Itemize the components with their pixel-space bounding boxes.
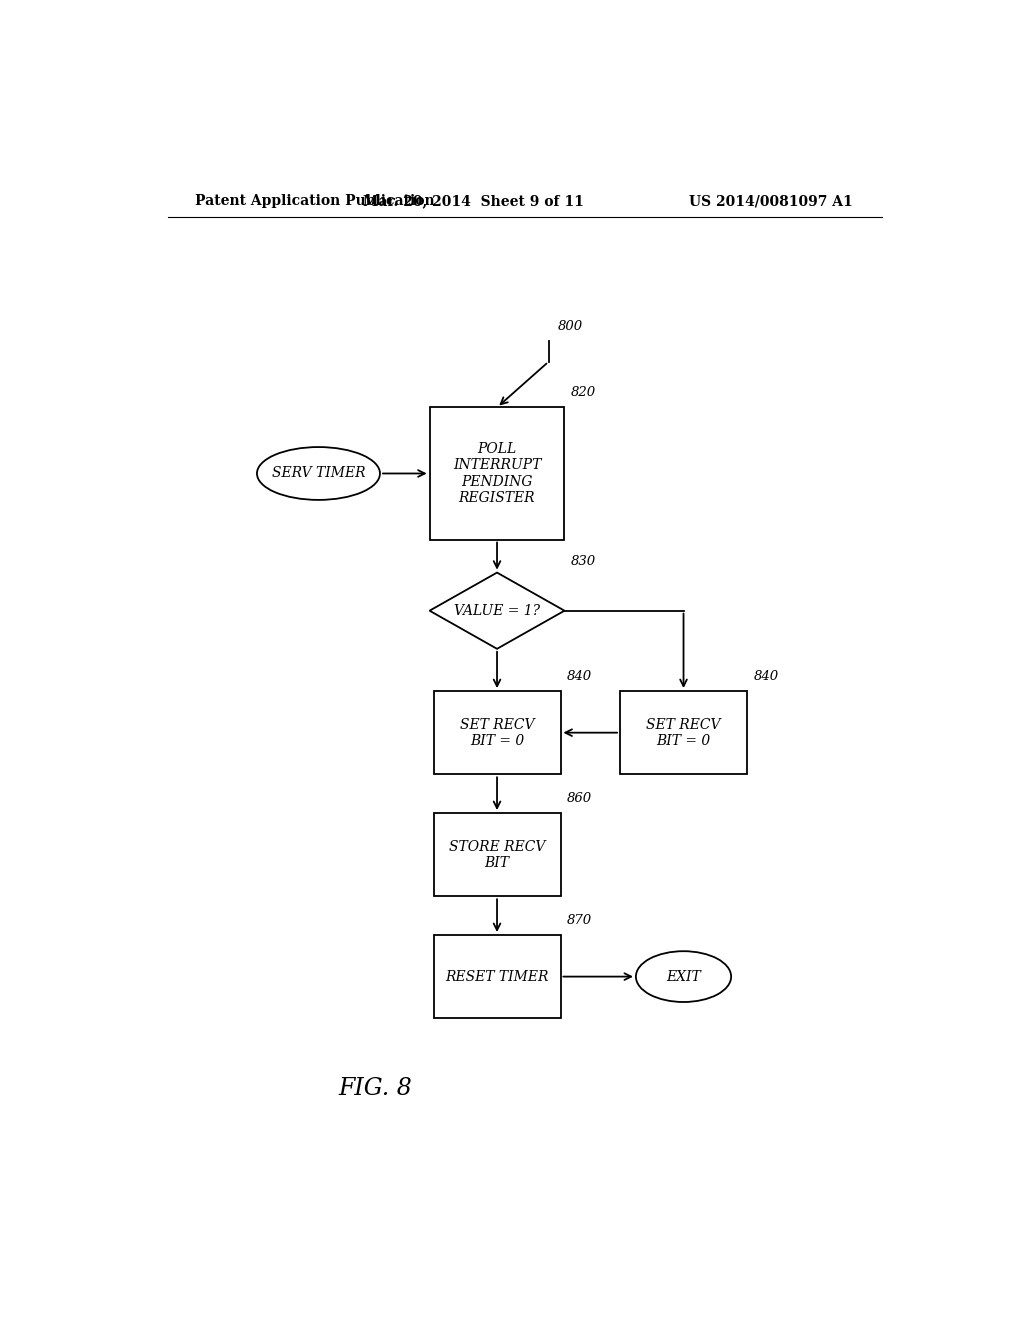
FancyBboxPatch shape	[620, 690, 748, 775]
Ellipse shape	[257, 447, 380, 500]
FancyBboxPatch shape	[433, 813, 560, 896]
Text: 800: 800	[558, 321, 584, 333]
Text: STORE RECV
BIT: STORE RECV BIT	[449, 840, 545, 870]
Text: 820: 820	[570, 387, 596, 399]
FancyBboxPatch shape	[433, 690, 560, 775]
Ellipse shape	[636, 952, 731, 1002]
FancyBboxPatch shape	[433, 935, 560, 1018]
Text: 860: 860	[567, 792, 592, 805]
Text: SET RECV
BIT = 0: SET RECV BIT = 0	[460, 718, 535, 747]
Text: VALUE = 1?: VALUE = 1?	[454, 603, 540, 618]
Text: FIG. 8: FIG. 8	[338, 1077, 412, 1100]
Text: EXIT: EXIT	[667, 970, 700, 983]
Text: SET RECV
BIT = 0: SET RECV BIT = 0	[646, 718, 721, 747]
Text: 840: 840	[754, 669, 778, 682]
Text: US 2014/0081097 A1: US 2014/0081097 A1	[689, 194, 853, 209]
Text: 830: 830	[570, 554, 596, 568]
Text: SERV TIMER: SERV TIMER	[271, 466, 366, 480]
Polygon shape	[430, 573, 564, 649]
Text: 870: 870	[567, 913, 592, 927]
Text: RESET TIMER: RESET TIMER	[445, 970, 549, 983]
Text: 840: 840	[567, 669, 592, 682]
Text: Mar. 20, 2014  Sheet 9 of 11: Mar. 20, 2014 Sheet 9 of 11	[362, 194, 584, 209]
FancyBboxPatch shape	[430, 408, 564, 540]
Text: POLL
INTERRUPT
PENDING
REGISTER: POLL INTERRUPT PENDING REGISTER	[453, 442, 542, 504]
Text: Patent Application Publication: Patent Application Publication	[196, 194, 435, 209]
